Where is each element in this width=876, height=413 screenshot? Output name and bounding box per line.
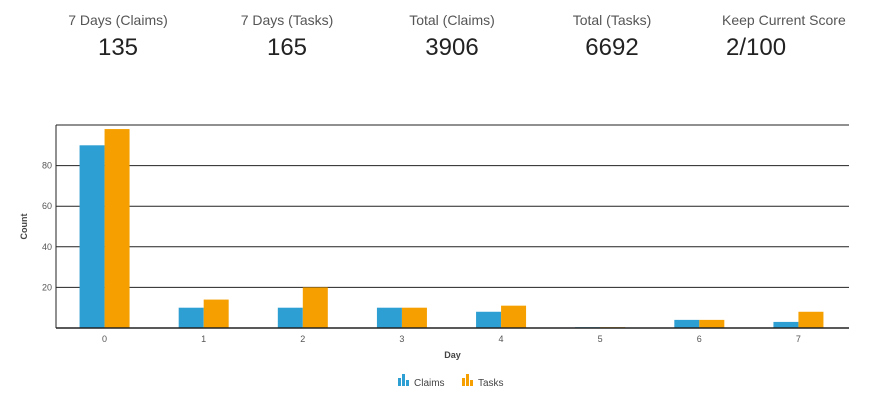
y-tick-label: 80 bbox=[42, 161, 52, 171]
bar-claims bbox=[79, 145, 105, 328]
stat-label: Total (Tasks) bbox=[572, 12, 652, 28]
stat-label: 7 Days (Claims) bbox=[68, 12, 168, 28]
stats-row: 7 Days (Claims) 135 7 Days (Tasks) 165 T… bbox=[0, 0, 876, 80]
bar-tasks bbox=[798, 311, 824, 328]
bar-tasks bbox=[401, 307, 427, 328]
legend-label-tasks: Tasks bbox=[478, 378, 504, 389]
stat-value: 6692 bbox=[585, 34, 639, 61]
bar-claims bbox=[376, 307, 402, 328]
legend-label-claims: Claims bbox=[414, 378, 445, 389]
x-tick-label: 2 bbox=[300, 334, 305, 344]
stat-value: 2/100 bbox=[726, 34, 787, 61]
legend-icon-bar bbox=[406, 380, 409, 386]
y-tick-label: 60 bbox=[42, 201, 52, 211]
bar-tasks bbox=[203, 299, 229, 328]
x-tick-label: 5 bbox=[598, 334, 603, 344]
legend-icon-bar bbox=[470, 380, 473, 386]
bar-tasks bbox=[501, 305, 527, 328]
legend-icon-bar bbox=[402, 374, 405, 386]
x-tick-label: 6 bbox=[697, 334, 702, 344]
y-tick-label: 40 bbox=[42, 242, 52, 252]
stat-7days-claims: 7 Days (Claims) 135 bbox=[58, 12, 178, 62]
legend-icon-bar bbox=[466, 374, 469, 386]
x-tick-label: 4 bbox=[499, 334, 504, 344]
stat-total-tasks: Total (Tasks) 6692 bbox=[552, 12, 672, 62]
stat-value: 135 bbox=[97, 34, 139, 61]
stat-value: 3906 bbox=[425, 34, 479, 61]
stat-label: 7 Days (Tasks) bbox=[240, 12, 334, 28]
bar-tasks bbox=[104, 129, 130, 328]
stat-label: Total (Claims) bbox=[409, 12, 495, 28]
bar-tasks bbox=[302, 287, 328, 328]
x-axis-title: Day bbox=[444, 350, 461, 360]
stat-label: Keep Current Score bbox=[722, 12, 846, 28]
bar-claims bbox=[277, 307, 303, 328]
bar-claims bbox=[178, 307, 204, 328]
bar-claims bbox=[773, 321, 799, 328]
stat-keep-current-score: Keep Current Score 2/100 bbox=[722, 12, 862, 62]
y-tick-label: 20 bbox=[42, 282, 52, 292]
stat-value: 165 bbox=[266, 34, 308, 61]
legend-icon-bar bbox=[462, 378, 465, 386]
x-tick-label: 1 bbox=[201, 334, 206, 344]
x-tick-label: 7 bbox=[796, 334, 801, 344]
bar-claims bbox=[476, 311, 502, 328]
x-tick-label: 3 bbox=[399, 334, 404, 344]
y-axis-title: Count bbox=[19, 214, 29, 240]
stat-7days-tasks: 7 Days (Tasks) 165 bbox=[227, 12, 347, 62]
legend-icon-bar bbox=[398, 378, 401, 386]
stat-total-claims: Total (Claims) 3906 bbox=[392, 12, 512, 62]
x-tick-label: 0 bbox=[102, 334, 107, 344]
bar-claims bbox=[674, 319, 700, 328]
bar-tasks bbox=[699, 319, 725, 328]
